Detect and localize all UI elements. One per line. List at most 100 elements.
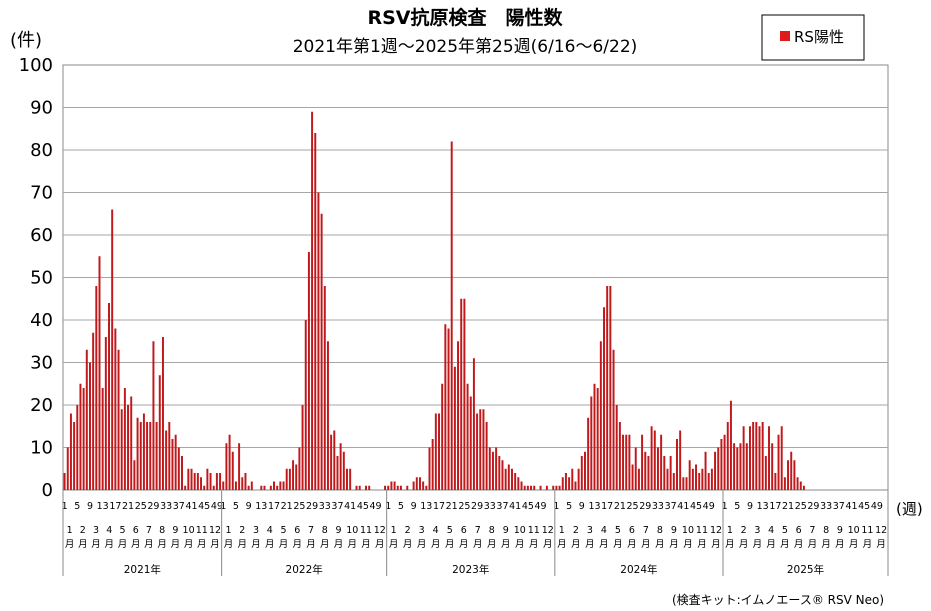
- x-week-tick-label: 25: [458, 501, 470, 512]
- x-month-number: 2: [239, 525, 245, 536]
- bar: [139, 422, 142, 490]
- x-month-suffix: 月: [118, 539, 128, 550]
- bar: [637, 468, 640, 490]
- bar: [69, 413, 72, 490]
- bar: [682, 477, 685, 490]
- bar: [434, 413, 437, 490]
- x-week-tick-label: 9: [246, 501, 252, 512]
- bar: [174, 434, 177, 490]
- bar: [168, 422, 171, 490]
- x-month-suffix: 月: [739, 539, 749, 550]
- bar: [742, 426, 745, 490]
- y-tick-label: 70: [30, 183, 53, 204]
- bar: [710, 468, 713, 490]
- x-month-suffix: 月: [613, 539, 623, 550]
- x-month-number: 3: [587, 525, 593, 536]
- x-month-number: 11: [696, 525, 708, 536]
- bar: [282, 481, 285, 490]
- bar: [574, 481, 577, 490]
- bar: [793, 460, 796, 490]
- x-month-suffix: 月: [431, 539, 441, 550]
- bar: [634, 447, 637, 490]
- x-month-suffix: 月: [794, 539, 804, 550]
- x-month-suffix: 月: [210, 539, 220, 550]
- x-week-tick-label: 49: [370, 501, 382, 512]
- x-month-suffix: 月: [334, 539, 344, 550]
- bar: [387, 485, 390, 490]
- x-week-tick-label: 5: [566, 501, 572, 512]
- bar: [615, 405, 618, 490]
- bar: [491, 451, 494, 490]
- y-tick-label: 10: [30, 438, 53, 459]
- x-month-number: 4: [267, 525, 273, 536]
- x-month-number: 5: [281, 525, 287, 536]
- bar: [685, 477, 688, 490]
- bar: [653, 430, 656, 490]
- x-month-number: 6: [796, 525, 802, 536]
- bar: [622, 434, 625, 490]
- bar: [311, 111, 314, 490]
- x-month-suffix: 月: [293, 539, 303, 550]
- bar: [98, 256, 101, 490]
- bar: [219, 473, 222, 490]
- x-month-suffix: 月: [725, 539, 735, 550]
- grid-layer: [62, 64, 889, 491]
- x-week-tick-label: 13: [420, 501, 432, 512]
- x-month-suffix: 月: [445, 539, 455, 550]
- x-week-tick-label: 25: [627, 501, 639, 512]
- bar: [73, 422, 76, 490]
- x-month-number: 12: [209, 525, 221, 536]
- x-week-tick-label: 9: [747, 501, 753, 512]
- bar: [802, 485, 805, 490]
- bar: [761, 422, 764, 490]
- x-month-suffix: 月: [835, 539, 845, 550]
- x-week-tick-label: 25: [293, 501, 305, 512]
- bar: [330, 434, 333, 490]
- bar: [231, 451, 234, 490]
- bar: [707, 473, 710, 490]
- x-week-tick-label: 49: [211, 501, 223, 512]
- bar: [76, 405, 79, 490]
- x-month-number: 12: [875, 525, 887, 536]
- x-month-number: 8: [159, 525, 165, 536]
- x-month-suffix: 月: [501, 539, 511, 550]
- bar: [558, 485, 561, 490]
- bar: [717, 447, 720, 490]
- bar: [263, 485, 266, 490]
- bar: [593, 383, 596, 490]
- bar: [215, 473, 218, 490]
- x-month-number: 1: [226, 525, 232, 536]
- bar: [691, 468, 694, 490]
- bar: [568, 477, 571, 490]
- x-week-tick-label: 25: [135, 501, 147, 512]
- legend: RS陽性: [761, 14, 865, 61]
- bar: [438, 413, 440, 490]
- x-week-tick-label: 29: [306, 501, 318, 512]
- x-month-suffix: 月: [473, 539, 483, 550]
- bar: [142, 413, 145, 490]
- x-week-tick-label: 17: [433, 501, 445, 512]
- x-week-tick-label: 9: [87, 501, 93, 512]
- x-week-tick-label: 33: [820, 501, 832, 512]
- bar: [358, 485, 361, 490]
- bar: [212, 485, 215, 490]
- x-month-number: 10: [682, 525, 694, 536]
- x-week-tick-label: 5: [74, 501, 80, 512]
- bar: [368, 485, 371, 490]
- x-week-tick-label: 49: [703, 501, 715, 512]
- bar: [285, 468, 288, 490]
- bar: [222, 481, 225, 490]
- x-month-suffix: 月: [78, 539, 88, 550]
- y-tick-label: 90: [30, 98, 53, 119]
- bar: [577, 468, 580, 490]
- x-month-suffix: 月: [265, 539, 275, 550]
- bar: [698, 473, 701, 490]
- x-week-tick-label: 45: [690, 501, 702, 512]
- x-week-tick-label: 41: [509, 501, 521, 512]
- x-month-number: 5: [782, 525, 788, 536]
- x-month-number: 6: [294, 525, 300, 536]
- bar: [774, 473, 777, 490]
- x-month-suffix: 月: [65, 539, 75, 550]
- bar: [269, 485, 272, 490]
- bar: [695, 464, 698, 490]
